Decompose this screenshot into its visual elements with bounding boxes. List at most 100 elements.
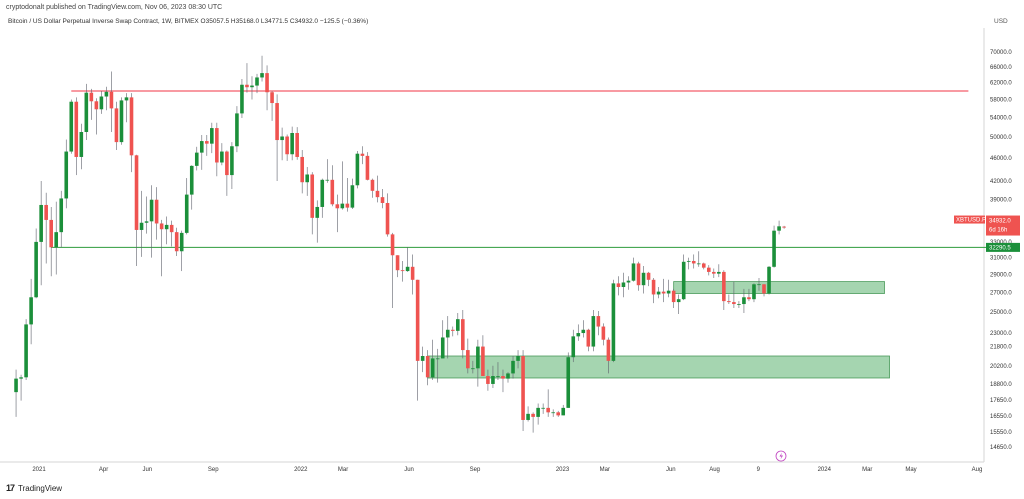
candle xyxy=(164,216,169,245)
candle-body xyxy=(69,101,74,152)
candle-body xyxy=(641,272,646,286)
last-price-text: 34932.0 xyxy=(989,219,1011,225)
candle-body xyxy=(782,226,786,228)
candle-body xyxy=(300,156,304,183)
event-marker[interactable] xyxy=(775,450,787,462)
candle-body xyxy=(616,283,621,288)
candle-body xyxy=(59,198,64,233)
price-tick-label: 58000.0 xyxy=(990,98,1012,104)
candle xyxy=(596,310,601,336)
candle-body xyxy=(591,316,596,347)
candle-body xyxy=(124,97,129,101)
symbol-title: Bitcoin / US Dollar Perpetual Inverse Sw… xyxy=(8,18,369,25)
support-price-text: 32290.5 xyxy=(989,245,1011,251)
candle-body xyxy=(139,222,144,230)
candle-body xyxy=(706,267,711,272)
candle-body xyxy=(727,301,731,303)
candle xyxy=(360,146,365,165)
candle-body xyxy=(405,266,410,272)
candle xyxy=(305,166,310,196)
symbol-tag-bg xyxy=(954,215,985,224)
candle xyxy=(129,93,134,173)
candle-body xyxy=(375,190,380,198)
price-tick-label: 29000.0 xyxy=(990,273,1012,279)
candle xyxy=(481,335,485,377)
candle-body xyxy=(184,194,189,233)
candle xyxy=(365,152,370,181)
candle xyxy=(154,187,159,240)
time-tick-label: Sep xyxy=(208,467,219,473)
candle xyxy=(74,97,79,176)
candle xyxy=(737,301,741,308)
time-tick-label: Jun xyxy=(142,467,152,473)
candle xyxy=(651,278,656,304)
candle xyxy=(636,261,641,291)
candle-body xyxy=(19,377,23,379)
candle xyxy=(606,337,611,374)
candle-body xyxy=(255,77,259,86)
candle-body xyxy=(240,84,244,114)
price-tick-label: 50000.0 xyxy=(990,135,1012,141)
footer-brand[interactable]: 17 TradingView xyxy=(6,483,62,493)
candle-body xyxy=(762,284,766,294)
candle-body xyxy=(501,376,505,379)
candle xyxy=(772,225,776,268)
candle-body xyxy=(164,224,169,230)
candle xyxy=(69,99,74,154)
candle-body xyxy=(29,297,33,325)
candle xyxy=(134,154,139,266)
candle xyxy=(350,178,355,209)
candle xyxy=(571,329,576,363)
candle-body xyxy=(636,263,641,286)
candle xyxy=(24,319,28,380)
last-price-label: XBTUSD.P 34932.0 6d 16h xyxy=(954,215,1020,236)
candle xyxy=(255,73,259,94)
candle xyxy=(315,200,320,243)
time-tick-label: Aug xyxy=(972,467,983,473)
candle xyxy=(767,265,771,295)
candle xyxy=(325,159,330,183)
candle-body xyxy=(345,203,350,208)
bar-countdown-text: 6d 16h xyxy=(989,228,1007,234)
candle-body xyxy=(656,291,661,295)
candle-body xyxy=(104,91,109,97)
candle-body xyxy=(491,376,495,384)
candle-body xyxy=(149,199,154,222)
candle-body xyxy=(169,224,174,233)
support-price-label: 32290.5 xyxy=(986,242,1020,252)
candle-body xyxy=(270,92,274,104)
candle-body xyxy=(335,204,340,209)
candle-body xyxy=(410,266,415,280)
candle xyxy=(541,403,545,414)
candle-body xyxy=(576,333,581,337)
candle xyxy=(526,406,530,422)
candle-body xyxy=(546,407,550,413)
candle-body xyxy=(129,97,134,156)
candle xyxy=(696,251,701,267)
candle xyxy=(199,134,204,170)
candle-body xyxy=(556,412,560,416)
candle-body xyxy=(440,337,445,359)
time-tick-label: Apr xyxy=(99,467,108,473)
candle xyxy=(275,94,279,182)
candle-body xyxy=(395,255,400,271)
time-tick-label: Mar xyxy=(862,467,872,473)
candle-body xyxy=(471,368,475,370)
candle xyxy=(119,97,124,145)
price-tick-label: 18800.0 xyxy=(990,382,1012,388)
candle xyxy=(34,228,38,299)
candle-body xyxy=(49,219,53,248)
candle xyxy=(450,326,455,337)
candle xyxy=(456,313,460,336)
candle xyxy=(621,272,626,298)
candle xyxy=(14,369,18,417)
candle-body xyxy=(772,230,776,267)
candle-body xyxy=(295,132,299,157)
time-tick-label: May xyxy=(905,467,916,473)
candle-body xyxy=(511,360,515,374)
candle xyxy=(355,151,360,189)
candle-body xyxy=(210,128,214,144)
time-tick-label: 2021 xyxy=(32,467,46,473)
candle-body xyxy=(360,153,365,156)
